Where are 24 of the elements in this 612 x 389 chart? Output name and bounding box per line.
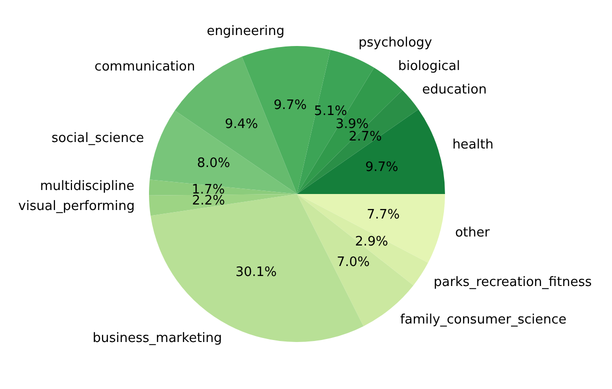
slice-label: engineering — [206, 24, 284, 40]
data-label: 2.7% — [348, 130, 382, 145]
data-label: 2.9% — [355, 234, 388, 250]
data-label: 9.4% — [224, 117, 258, 132]
slice-label: other — [455, 225, 490, 240]
slice-label: health — [452, 138, 494, 153]
slice-label: social_science — [51, 130, 144, 146]
data-label: 9.7% — [274, 98, 307, 113]
slice-label: visual_performing — [18, 199, 135, 214]
data-label: 8.0% — [197, 156, 230, 172]
data-label: 3.9% — [336, 116, 369, 132]
slice-label: parks_recreation_fitness — [434, 274, 592, 290]
data-label: 9.7% — [365, 160, 398, 175]
slice-label: multidiscipline — [40, 179, 134, 194]
slice-label: family_consumer_science — [400, 312, 566, 328]
slice-label: business_marketing — [92, 330, 222, 346]
data-label: 5.1% — [314, 104, 348, 120]
slice-label: psychology — [358, 36, 432, 51]
slice-label: communication — [94, 59, 196, 74]
slice-label: biological — [398, 58, 460, 74]
slice-label: education — [422, 82, 487, 98]
data-label: 7.7% — [366, 208, 400, 223]
data-label: 30.1% — [235, 265, 277, 280]
data-label: 7.0% — [336, 255, 370, 270]
